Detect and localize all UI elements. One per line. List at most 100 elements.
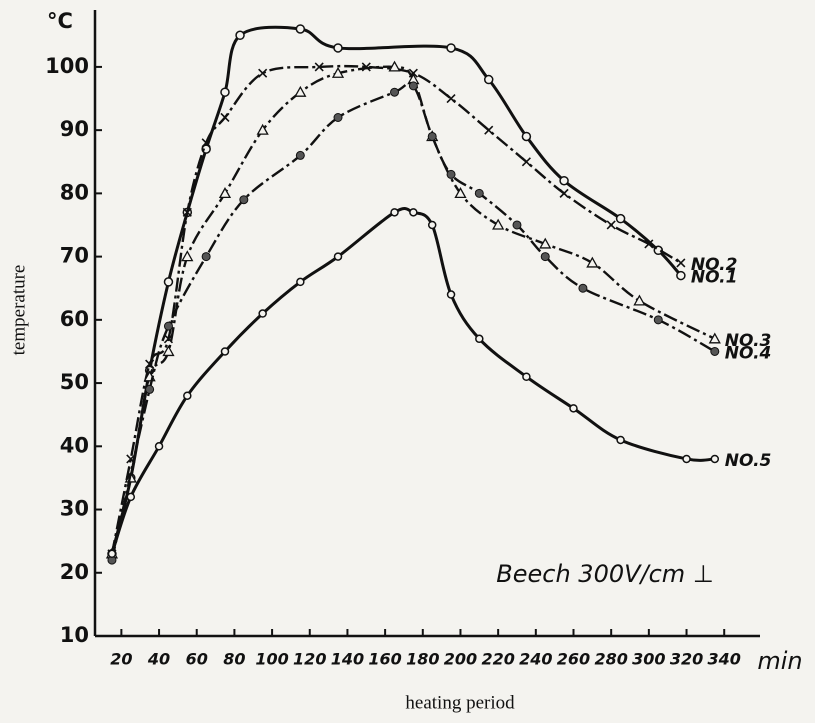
x-tick-label: 40 bbox=[147, 650, 170, 669]
y-tick-label: 50 bbox=[60, 370, 89, 394]
x-tick-label: 100 bbox=[255, 650, 288, 669]
marker bbox=[569, 404, 578, 413]
marker bbox=[606, 220, 616, 230]
marker bbox=[522, 372, 531, 381]
marker bbox=[390, 87, 400, 97]
marker bbox=[294, 85, 307, 97]
marker bbox=[333, 252, 343, 261]
marker bbox=[492, 218, 505, 230]
marker bbox=[333, 112, 343, 122]
series-label: NO.2 bbox=[691, 255, 738, 275]
x-tick-label: 20 bbox=[110, 650, 132, 669]
x-tick-label: 220 bbox=[481, 650, 514, 669]
marker bbox=[333, 43, 343, 53]
x-tick-label: 280 bbox=[594, 650, 627, 669]
marker bbox=[446, 169, 456, 179]
marker bbox=[559, 188, 569, 198]
marker bbox=[163, 277, 174, 287]
y-tick-label: 100 bbox=[45, 54, 89, 78]
marker bbox=[126, 492, 136, 502]
marker bbox=[145, 359, 155, 369]
y-tick-label: 60 bbox=[60, 307, 89, 331]
marker bbox=[708, 332, 721, 344]
marker bbox=[218, 187, 232, 199]
marker bbox=[220, 112, 230, 123]
series-line bbox=[110, 25, 683, 555]
marker bbox=[474, 188, 484, 198]
series-label: NO.1 bbox=[691, 268, 738, 288]
marker bbox=[475, 334, 484, 344]
x-tick-label: 160 bbox=[368, 650, 401, 669]
marker bbox=[258, 68, 268, 78]
marker bbox=[183, 391, 192, 400]
marker bbox=[540, 252, 550, 262]
marker bbox=[409, 208, 418, 217]
marker bbox=[521, 157, 531, 167]
x-tick-label: 120 bbox=[293, 650, 326, 669]
marker bbox=[446, 93, 456, 104]
y-tick-label: 40 bbox=[60, 433, 89, 457]
marker bbox=[682, 454, 691, 464]
marker bbox=[633, 294, 646, 306]
marker bbox=[163, 321, 173, 331]
marker bbox=[390, 208, 399, 217]
y-tick-label: 30 bbox=[60, 497, 89, 521]
marker bbox=[446, 43, 456, 53]
series-label: NO.3 bbox=[725, 331, 772, 351]
marker bbox=[710, 454, 720, 464]
marker bbox=[653, 315, 663, 325]
series-line bbox=[110, 64, 682, 555]
marker bbox=[295, 150, 305, 160]
marker bbox=[578, 283, 588, 293]
marker bbox=[182, 207, 192, 217]
y-axis-label: temperature bbox=[8, 265, 29, 356]
marker bbox=[235, 30, 245, 41]
marker bbox=[201, 138, 211, 148]
marker bbox=[201, 252, 211, 262]
x-tick-label: 60 bbox=[186, 650, 208, 669]
marker bbox=[331, 66, 345, 78]
x-tick-label: 340 bbox=[708, 650, 741, 669]
marker bbox=[295, 24, 306, 34]
marker bbox=[539, 237, 552, 249]
marker bbox=[162, 345, 175, 357]
x-tick-label: 200 bbox=[444, 650, 477, 669]
marker bbox=[710, 346, 720, 356]
marker bbox=[446, 290, 456, 299]
x-tick-label: 260 bbox=[557, 650, 590, 669]
y-unit: °C bbox=[47, 9, 73, 33]
series-line bbox=[110, 81, 716, 561]
y-tick-label: 90 bbox=[60, 117, 89, 141]
marker bbox=[427, 220, 437, 230]
marker bbox=[145, 384, 155, 394]
x-tick-label: 300 bbox=[632, 650, 665, 669]
marker bbox=[521, 131, 532, 142]
marker bbox=[154, 442, 164, 451]
x-tick-label: 320 bbox=[670, 650, 703, 669]
marker bbox=[220, 87, 230, 97]
marker bbox=[644, 239, 654, 249]
marker bbox=[296, 277, 305, 287]
x-tick-label: 180 bbox=[406, 650, 439, 669]
marker bbox=[256, 123, 269, 135]
y-tick-label: 10 bbox=[60, 623, 89, 647]
marker bbox=[484, 125, 494, 135]
annotation: Beech 300V/cm ⊥ bbox=[496, 560, 713, 588]
y-tick-label: 80 bbox=[60, 180, 89, 204]
y-tick-label: 70 bbox=[60, 244, 89, 268]
marker bbox=[615, 213, 626, 224]
series-label: NO.4 bbox=[725, 343, 772, 363]
marker bbox=[408, 81, 418, 91]
marker bbox=[388, 60, 401, 72]
x-unit: min bbox=[757, 647, 802, 675]
marker bbox=[586, 256, 599, 268]
marker bbox=[483, 74, 494, 85]
marker bbox=[239, 195, 249, 205]
marker bbox=[676, 258, 686, 268]
marker bbox=[676, 270, 686, 281]
series-line bbox=[110, 207, 715, 555]
marker bbox=[258, 309, 267, 318]
marker bbox=[559, 175, 569, 186]
marker bbox=[181, 250, 194, 262]
